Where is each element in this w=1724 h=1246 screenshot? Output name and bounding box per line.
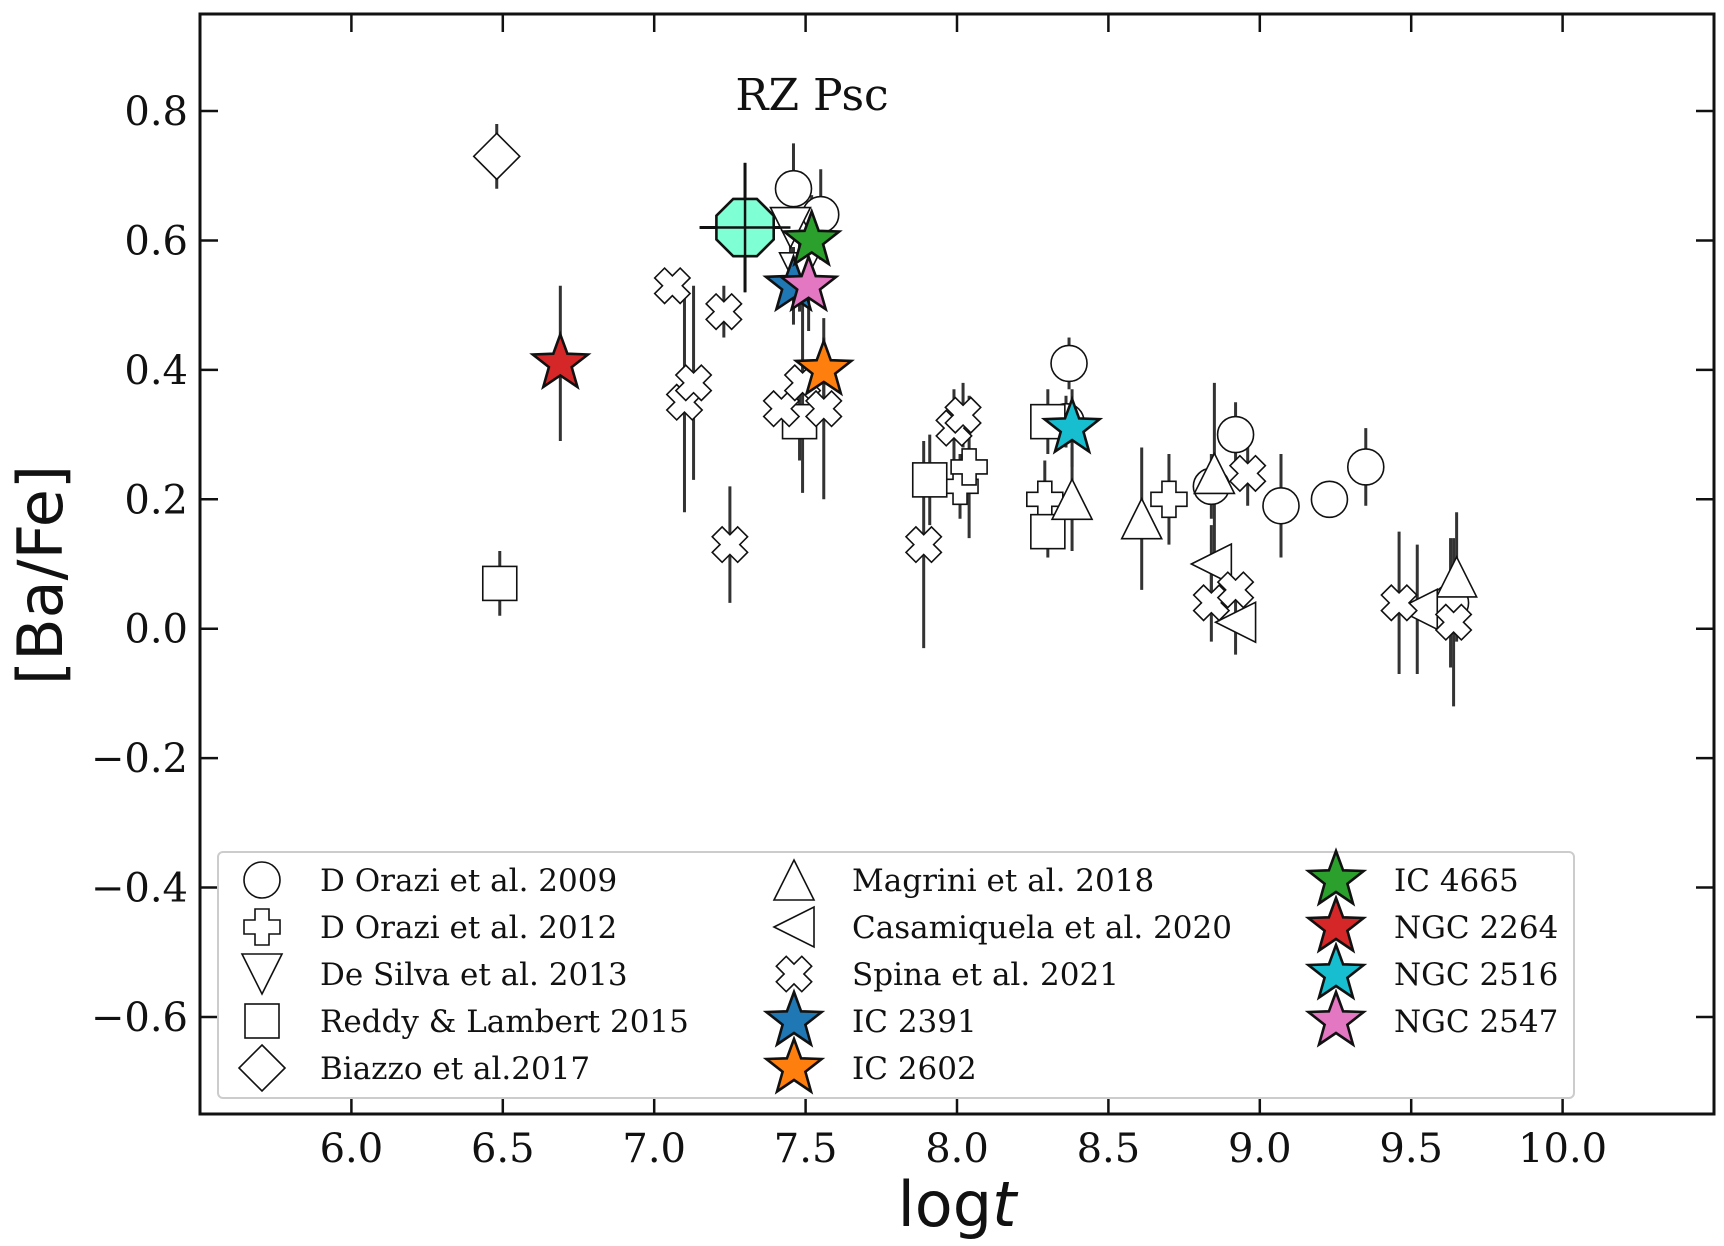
point-d-orazi-et-al-2009 xyxy=(1346,448,1385,486)
y-tick-label: 0.0 xyxy=(124,607,188,653)
legend-marker-d-orazi-et-al-2009 xyxy=(243,861,281,899)
point-spina-et-al-2021 xyxy=(653,266,692,305)
point-reddy-lambert-2015 xyxy=(911,462,948,498)
x-tick-label: 10.0 xyxy=(1518,1126,1607,1172)
legend-marker-spina-et-al-2021 xyxy=(775,955,813,993)
point-reddy-lambert-2015 xyxy=(481,565,518,602)
data-markers xyxy=(472,132,1478,644)
point-spina-et-al-2021 xyxy=(1380,584,1418,622)
legend-marker-de-silva-et-al-2013 xyxy=(240,953,284,996)
y-tick-label: 0.2 xyxy=(124,477,188,523)
x-axis-label: logt xyxy=(898,1168,1020,1241)
legend-label: Reddy & Lambert 2015 xyxy=(320,1004,689,1040)
legend-frame xyxy=(217,851,1575,1099)
legend-label: NGC 2547 xyxy=(1394,1004,1558,1040)
legend-marker-biazzo-et-al-2017 xyxy=(237,1043,287,1093)
point-reddy-lambert-2015 xyxy=(1030,513,1066,550)
point-ic-4665 xyxy=(780,207,843,267)
y-tick-label: 0.8 xyxy=(124,89,188,135)
point-ngc-2547 xyxy=(777,253,840,313)
point-spina-et-al-2021 xyxy=(1228,454,1267,493)
point-biazzo-et-al-2017 xyxy=(472,132,521,181)
legend-marker-d-orazi-et-al-2012 xyxy=(243,908,281,946)
point-spina-et-al-2021 xyxy=(1434,603,1473,642)
point-spina-et-al-2021 xyxy=(904,525,943,564)
point-casamiquela-et-al-2020 xyxy=(1395,587,1439,631)
point-ic-2602 xyxy=(792,337,855,397)
legend-marker-reddy-lambert-2015 xyxy=(244,1003,280,1039)
point-d-orazi-et-al-2012 xyxy=(950,448,988,486)
x-tick-label: 8.5 xyxy=(1077,1126,1141,1172)
legend-label: NGC 2516 xyxy=(1394,957,1558,993)
point-d-orazi-et-al-2009 xyxy=(1310,480,1349,519)
legend-label: Biazzo et al.2017 xyxy=(320,1051,590,1087)
point-magrini-et-al-2018 xyxy=(1120,496,1164,540)
point-d-orazi-et-al-2012 xyxy=(1150,480,1188,519)
point-spina-et-al-2021 xyxy=(762,389,801,428)
legend-marker-ic-2602 xyxy=(762,1035,826,1095)
point-spina-et-al-2021 xyxy=(1192,584,1231,622)
legend-label: Casamiquela et al. 2020 xyxy=(852,910,1232,946)
x-tick-label: 7.5 xyxy=(774,1126,838,1172)
legend-label: IC 4665 xyxy=(1394,863,1519,899)
point-magrini-et-al-2018 xyxy=(1435,555,1478,598)
legend-label: De Silva et al. 2013 xyxy=(320,957,628,993)
legend-label: NGC 2264 xyxy=(1394,910,1558,946)
point-d-orazi-et-al-2009 xyxy=(1050,344,1088,383)
x-tick-label: 9.5 xyxy=(1379,1126,1443,1172)
y-tick-label: 0.6 xyxy=(124,218,188,264)
legend-marker-casamiquela-et-al-2020 xyxy=(772,905,815,949)
point-spina-et-al-2021 xyxy=(944,396,982,434)
axis-ticks: 6.0 6.5 7.0 7.5 8.0 8.5 9.0 9.5 10.0 −0.6 −0.4 −0.2… xyxy=(91,14,1714,1172)
x-tick-label: 8.0 xyxy=(925,1126,989,1172)
point-ngc-2516 xyxy=(1040,395,1104,455)
point-ngc-2264 xyxy=(529,330,592,390)
legend-label: IC 2602 xyxy=(852,1051,977,1087)
point-magrini-et-al-2018 xyxy=(1050,477,1094,521)
point-d-orazi-et-al-2009 xyxy=(1262,486,1300,525)
point-magrini-et-al-2018 xyxy=(1193,451,1236,495)
x-tick-label: 7.0 xyxy=(622,1126,686,1172)
y-axis-label: [Ba/Fe] xyxy=(4,465,77,685)
x-tick-label: 6.5 xyxy=(471,1126,535,1172)
point-spina-et-al-2021 xyxy=(711,525,749,564)
rz-psc-annotation: RZ Psc xyxy=(735,70,888,121)
point-casamiquela-et-al-2020 xyxy=(1189,542,1233,586)
y-tick-label: −0.4 xyxy=(91,866,188,912)
plot-frame xyxy=(198,12,1716,1116)
legend: D Orazi et al. 2009 D Orazi et al. 2012 De… xyxy=(217,847,1575,1099)
y-tick-label: −0.6 xyxy=(91,995,188,1041)
point-d-orazi-et-al-2009 xyxy=(774,169,813,208)
legend-label: Spina et al. 2021 xyxy=(852,957,1119,993)
x-tick-label: 9.0 xyxy=(1228,1126,1292,1172)
legend-marker-ngc-2516 xyxy=(1304,941,1368,1001)
point-spina-et-al-2021 xyxy=(674,364,713,402)
point-d-orazi-et-al-2009 xyxy=(1216,415,1255,454)
legend-label: Magrini et al. 2018 xyxy=(852,863,1154,899)
legend-label: D Orazi et al. 2012 xyxy=(320,910,617,946)
point-casamiquela-et-al-2020 xyxy=(1213,600,1257,644)
y-tick-label: −0.2 xyxy=(91,736,188,782)
legend-label: IC 2391 xyxy=(852,1004,977,1040)
legend-marker-ic-4665 xyxy=(1304,847,1368,907)
legend-marker-ngc-2547 xyxy=(1304,988,1368,1048)
legend-label: D Orazi et al. 2009 xyxy=(320,863,617,899)
point-spina-et-al-2021 xyxy=(804,389,843,428)
legend-marker-ngc-2264 xyxy=(1304,894,1368,954)
legend-marker-ic-2391 xyxy=(762,988,826,1048)
x-tick-label: 6.0 xyxy=(320,1126,384,1172)
point-spina-et-al-2021 xyxy=(1216,571,1255,609)
y-tick-label: 0.4 xyxy=(124,348,188,394)
point-spina-et-al-2021 xyxy=(705,292,743,331)
legend-marker-magrini-et-al-2018 xyxy=(772,858,816,901)
